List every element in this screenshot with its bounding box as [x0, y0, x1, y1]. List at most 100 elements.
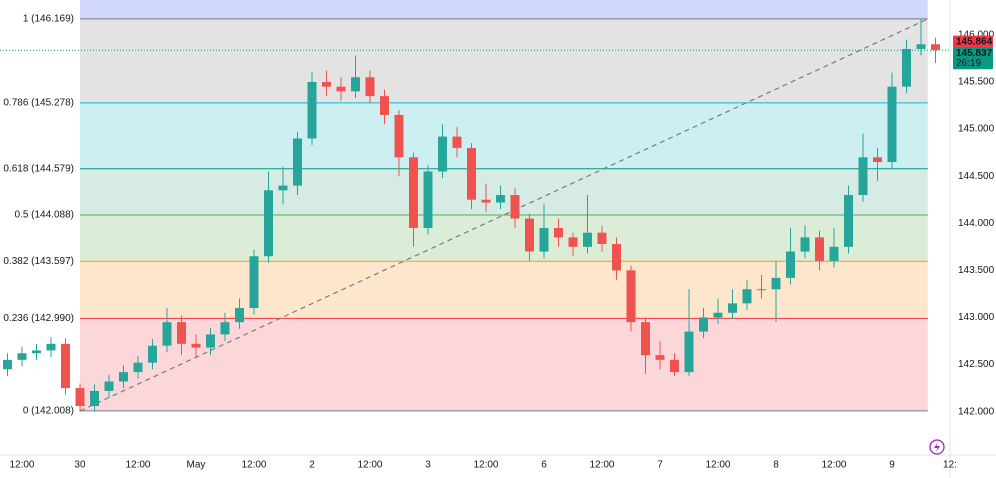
fib-band [79, 168, 928, 215]
candle-body [873, 157, 882, 163]
candle-body [771, 277, 781, 290]
x-tick-label: 3 [425, 460, 431, 471]
candle-body [2, 359, 12, 370]
candle-body [655, 355, 665, 360]
candle-body [162, 322, 172, 346]
x-tick-label: 12:00 [821, 460, 846, 471]
candle-body [815, 237, 824, 261]
fib-label: 0.382 (143.597) [3, 256, 74, 267]
fib-label: 0 (142.008) [23, 406, 74, 417]
fib-label: 0.618 (144.579) [3, 163, 74, 174]
x-tick-label: 12: [943, 460, 957, 471]
candle-body [670, 359, 679, 373]
candle-body [713, 312, 723, 318]
y-tick-label: 142.500 [958, 359, 995, 370]
candle-body [205, 334, 215, 348]
trend-line [79, 18, 929, 412]
y-tick-label: 143.000 [958, 312, 995, 323]
x-tick-label: 12:00 [125, 460, 150, 471]
candle-body [423, 171, 433, 228]
fib-label: 0.5 (144.088) [14, 210, 74, 221]
candle-body [278, 185, 288, 191]
candle-body [409, 157, 418, 228]
x-tick-label: 12:00 [589, 460, 614, 471]
candle-body [365, 77, 375, 97]
x-tick-label: 8 [773, 460, 779, 471]
candle-body [307, 81, 317, 139]
y-tick-label: 142.000 [958, 406, 995, 417]
fib-label: 1 (146.169) [23, 14, 74, 25]
fib-band [79, 18, 928, 103]
price-label-box [953, 47, 993, 70]
x-tick-label: May [187, 460, 206, 471]
x-tick-label: 30 [74, 460, 86, 471]
candle-body [147, 345, 157, 363]
x-tick-label: 2 [309, 460, 315, 471]
y-tick-label: 145.000 [958, 124, 995, 135]
fib-band [79, 102, 928, 169]
candle-body [916, 44, 926, 49]
candle-body [31, 350, 41, 354]
candle-body [525, 218, 534, 252]
candle-body [75, 388, 85, 407]
candle-body [336, 86, 346, 92]
y-tick-label: 145.500 [958, 77, 995, 88]
candle-body [699, 317, 708, 332]
candle-body [89, 390, 99, 407]
x-tick-label: 7 [657, 460, 663, 471]
y-tick-label: 144.000 [958, 218, 995, 229]
price-axis-bg [950, 0, 996, 478]
candle-body [176, 322, 186, 344]
candle-body [292, 138, 302, 186]
candle-body [583, 232, 592, 247]
candle-body [858, 157, 868, 195]
candle-body [554, 227, 563, 238]
candle-body [118, 372, 128, 382]
candle-body [321, 81, 331, 87]
candle-body [249, 256, 259, 309]
candle-body [641, 322, 650, 356]
candle-body [380, 96, 389, 115]
candle-body [46, 343, 56, 351]
candle-body [234, 308, 244, 323]
x-tick-label: 12:00 [357, 460, 382, 471]
plot [0, 18, 950, 412]
fib-label: 0.786 (145.278) [3, 98, 74, 109]
candle-body [931, 44, 940, 50]
candle-body [728, 303, 737, 313]
candle-body [829, 246, 839, 261]
candle-body [394, 114, 404, 158]
y-tick-label: 144.500 [958, 171, 995, 182]
fib-bands: 1 (146.169) 0.786 (145.278) 0.618 (144.579… [3, 0, 928, 417]
candle-body [510, 195, 520, 219]
candle-body [742, 289, 752, 304]
candle-body [17, 353, 27, 360]
alert-bolt [934, 442, 940, 452]
candle-body [452, 136, 462, 148]
candle-body [263, 190, 273, 257]
fib-band [79, 0, 928, 19]
candle-body [467, 147, 476, 200]
candle-body [220, 322, 230, 335]
candle-body [568, 237, 578, 247]
candle-body [104, 381, 114, 391]
fib-band [79, 261, 928, 319]
candle-body [626, 270, 636, 323]
x-tick-label: 12:00 [705, 460, 730, 471]
candle-body [438, 136, 447, 172]
candle-body [481, 199, 491, 203]
x-tick-label: 6 [541, 460, 547, 471]
fib-label: 0.236 (142.990) [3, 313, 74, 324]
candle-body [612, 243, 621, 271]
candle-body [496, 195, 505, 203]
fib-band [79, 318, 928, 411]
candle-body [133, 362, 143, 373]
candle-body [844, 195, 853, 247]
candle-body [902, 48, 911, 87]
x-tick-label: 12:00 [9, 460, 34, 471]
countdown: 26:19 [956, 58, 981, 69]
price-label: 145.837 [956, 48, 993, 59]
candle-body [684, 331, 694, 373]
candle-body [539, 227, 549, 252]
